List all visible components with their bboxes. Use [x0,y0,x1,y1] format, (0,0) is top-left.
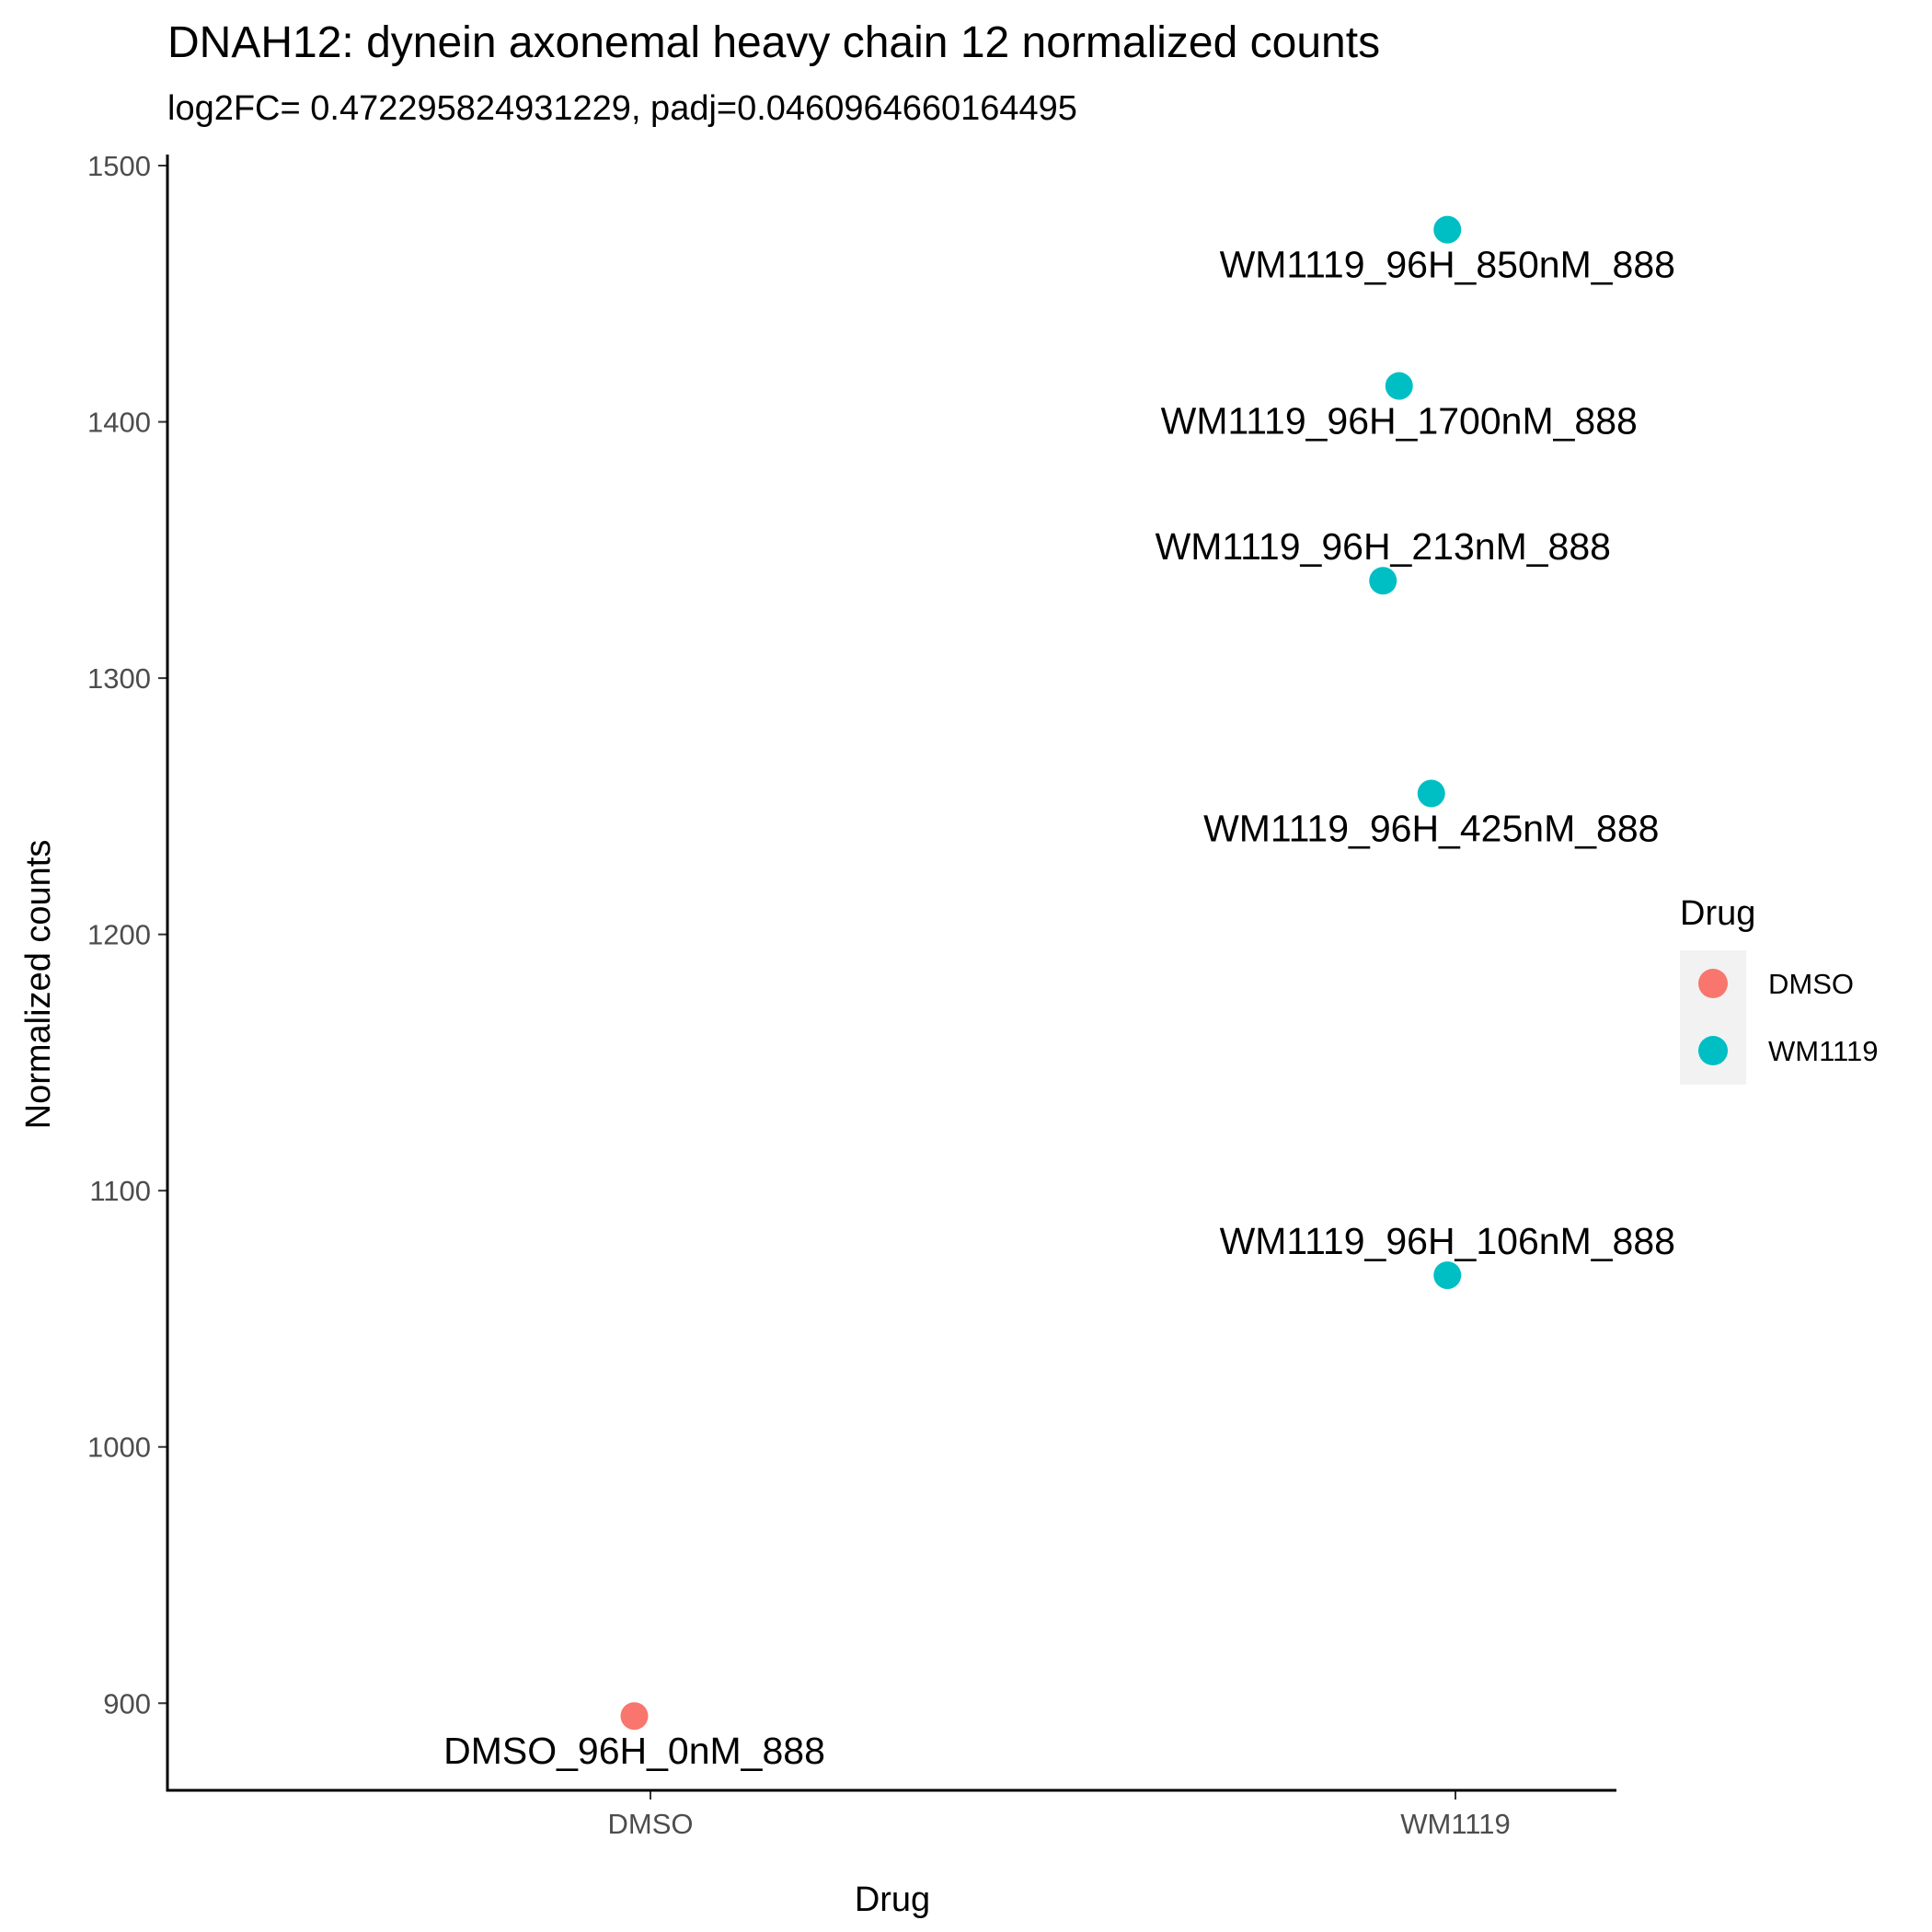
data-point-label: WM1119_96H_850nM_888 [1220,244,1675,286]
data-point [1385,372,1413,400]
y-tick-label: 1400 [87,407,151,439]
x-tick-label: DMSO [608,1808,694,1840]
chart-title: DNAH12: dynein axonemal heavy chain 12 n… [167,18,1380,67]
x-tick-label: WM1119 [1400,1808,1510,1840]
legend-key-dmso [1698,969,1728,998]
data-point [1433,215,1462,244]
legend: Drug DMSO WM1119 [1680,894,1878,1085]
data-point [1417,779,1445,808]
data-point [1433,1261,1462,1290]
data-point-label: WM1119_96H_213nM_888 [1156,525,1611,568]
y-tick-label: 1500 [87,150,151,182]
data-point [1369,567,1397,595]
data-point-label: DMSO_96H_0nM_888 [443,1730,825,1772]
x-axis-title: Drug [855,1880,930,1919]
y-tick-label: 1000 [87,1432,151,1464]
y-tick-label: 1300 [87,662,151,695]
legend-title: Drug [1680,894,1755,933]
legend-label-wm1119: WM1119 [1768,1035,1878,1067]
y-tick-label: 1200 [87,919,151,951]
data-point-label: WM1119_96H_106nM_888 [1220,1220,1675,1262]
legend-key-wm1119 [1698,1036,1728,1065]
chart-subtitle: log2FC= 0.472295824931229, padj=0.046096… [167,89,1077,128]
y-tick-label: 900 [103,1687,151,1719]
data-point [620,1702,649,1731]
y-tick-label: 1100 [89,1175,151,1207]
legend-label-dmso: DMSO [1768,968,1854,1000]
data-point-label: WM1119_96H_1700nM_888 [1161,400,1638,443]
plot-area: 900 1000 1100 1200 1300 1400 1500 DMSO WM1119 DMS… [87,150,1675,1840]
y-axis-title: Normalized counts [19,840,58,1130]
data-point-label: WM1119_96H_425nM_888 [1203,807,1659,849]
